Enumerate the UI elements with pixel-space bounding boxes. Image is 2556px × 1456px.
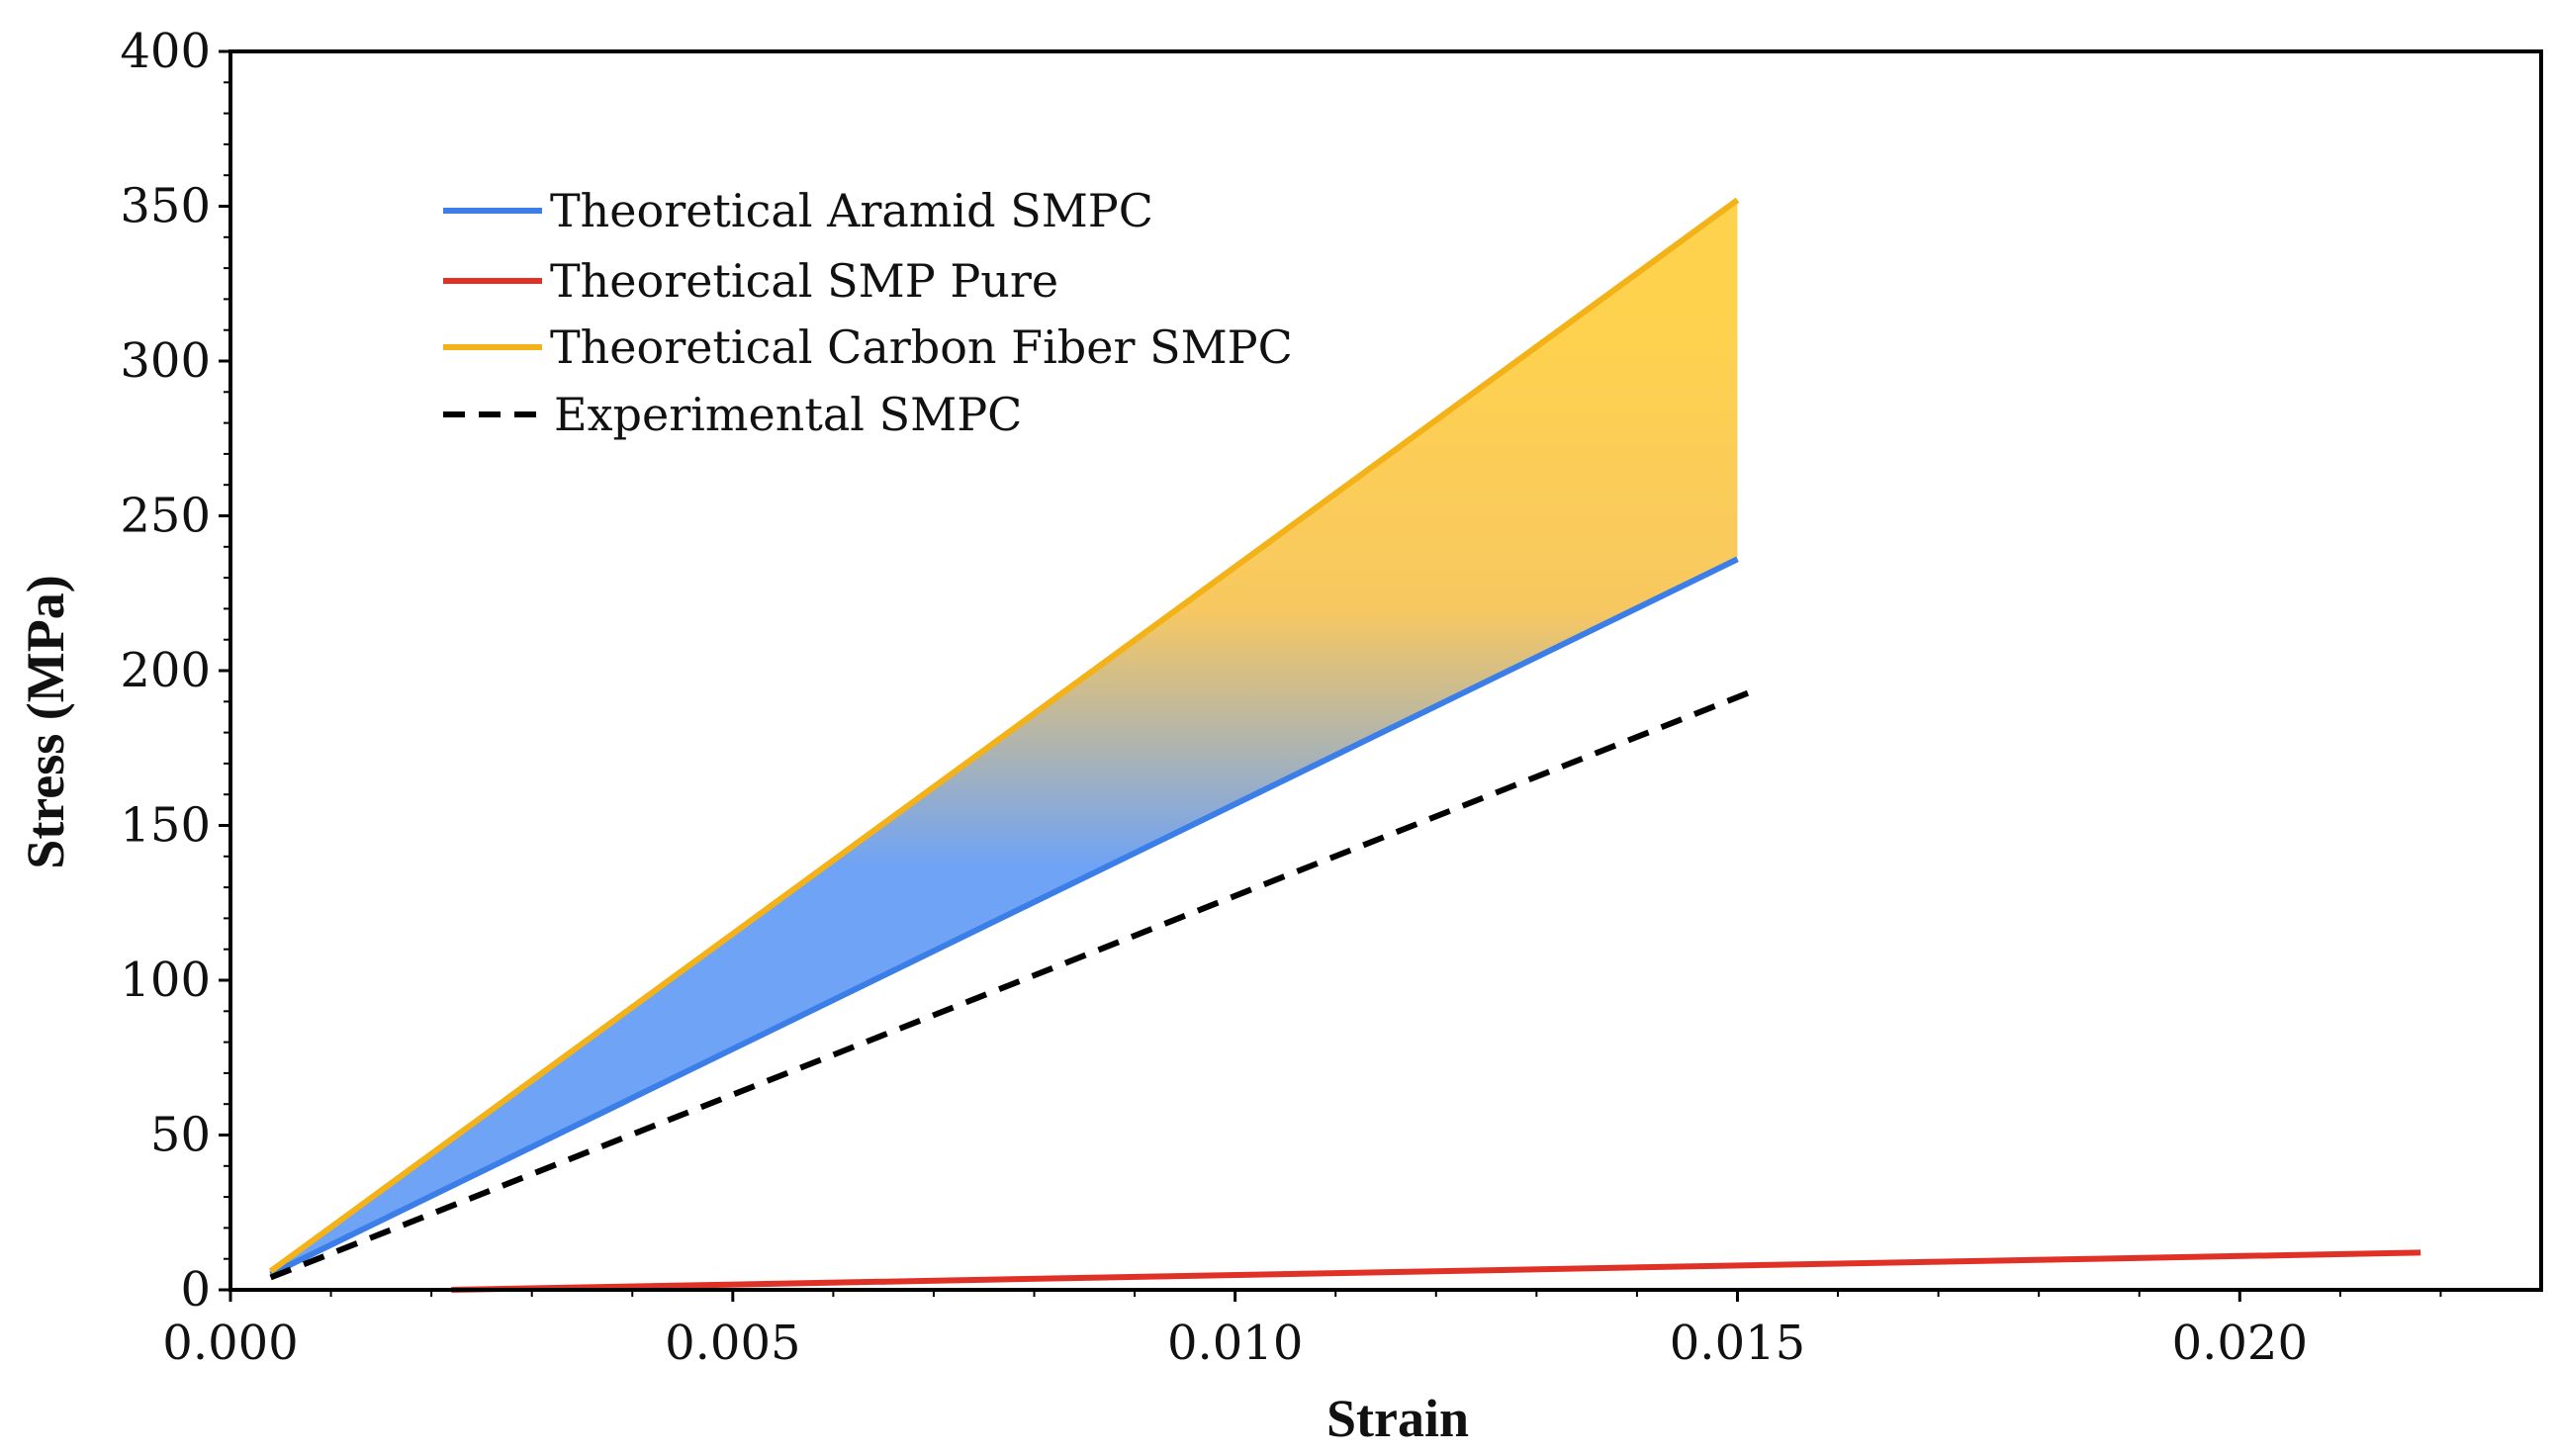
- x-axis-title: Strain: [1326, 1389, 1469, 1448]
- y-tick-label: 350: [120, 179, 211, 234]
- x-tick-label: 0.005: [665, 1316, 800, 1371]
- legend-label-carbon-fiber: Theoretical Carbon Fiber SMPC: [550, 320, 1293, 374]
- x-tick-label: 0.010: [1167, 1316, 1303, 1371]
- x-axis-ticks: 0.000 0.005 0.010 0.015 0.020: [162, 1290, 2442, 1371]
- series-line-experimental-smpc: [269, 686, 1759, 1281]
- x-tick-label: 0.000: [162, 1316, 298, 1371]
- y-tick-label: 50: [150, 1108, 211, 1163]
- series-line-theoretical-smp-pure: [451, 1249, 2421, 1293]
- y-tick-label: 400: [120, 24, 211, 79]
- series-line-theoretical-carbon-fiber-smpc: [268, 197, 1740, 1274]
- y-axis-ticks: 0 50 100 150 200 250 300 350 400: [120, 24, 230, 1318]
- y-tick-label: 150: [120, 798, 211, 854]
- series-layer: [268, 197, 2421, 1293]
- y-tick-label: 0: [180, 1262, 211, 1318]
- series-line-theoretical-aramid-smpc: [269, 556, 1739, 1277]
- y-axis-title: Stress (MPa): [16, 575, 75, 868]
- y-tick-label: 200: [120, 643, 211, 698]
- x-tick-label: 0.015: [1670, 1316, 1805, 1371]
- y-tick-label: 250: [120, 489, 211, 544]
- x-tick-label: 0.020: [2172, 1316, 2308, 1371]
- legend-label-aramid: Theoretical Aramid SMPC: [550, 184, 1153, 237]
- y-tick-label: 100: [120, 953, 211, 1008]
- y-tick-label: 300: [120, 333, 211, 389]
- legend-label-experimental: Experimental SMPC: [554, 388, 1022, 441]
- legend: Theoretical Aramid SMPC Theoretical SMP …: [443, 184, 1293, 441]
- legend-label-smp-pure: Theoretical SMP Pure: [550, 254, 1058, 308]
